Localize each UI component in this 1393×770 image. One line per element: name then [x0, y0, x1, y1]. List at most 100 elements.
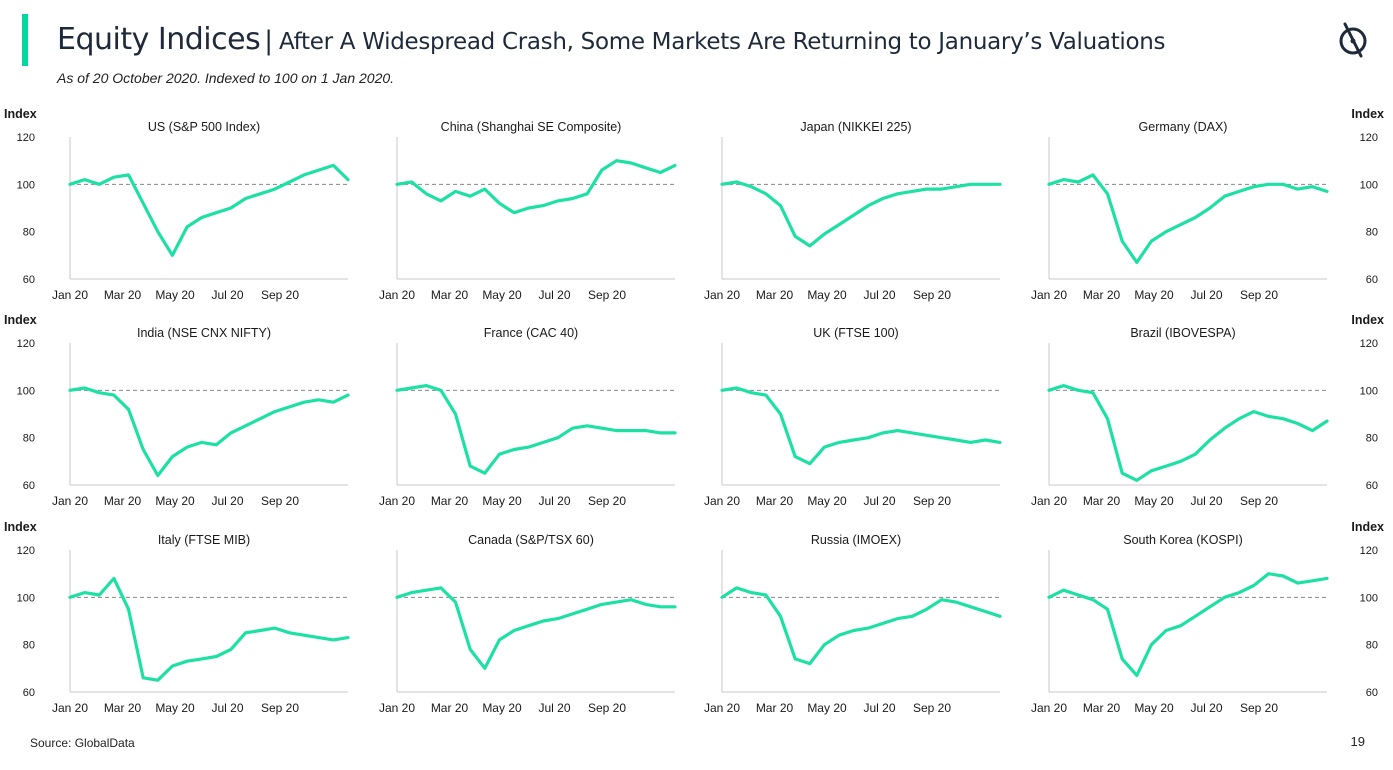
x-tick-label: Sep 20	[261, 288, 299, 302]
x-tick-label: Jul 20	[211, 288, 243, 302]
x-tick-label: May 20	[155, 701, 195, 715]
x-tick-label: Jan 20	[52, 494, 88, 508]
x-tick-label: Mar 20	[756, 494, 794, 508]
chart-panel-11: Russia (IMOEX) Jan 20 Mar 20 May 20 Jul 20 Se…	[704, 533, 1002, 715]
chart-title: US (S&P 500 Index)	[148, 120, 260, 134]
page-headline: After A Widespread Crash, Some Markets A…	[279, 29, 1166, 55]
y-axis-label: Index	[1351, 107, 1384, 121]
x-tick-label: Jan 20	[379, 494, 415, 508]
x-tick-label: Mar 20	[1083, 701, 1121, 715]
y-tick-label: 80	[23, 640, 35, 652]
series-line	[395, 384, 677, 475]
x-tick-label: Mar 20	[756, 288, 794, 302]
series-line	[395, 159, 677, 215]
x-tick-label: Jan 20	[1031, 494, 1067, 508]
x-tick-label: May 20	[807, 494, 847, 508]
x-tick-label: Jan 20	[52, 288, 88, 302]
series-line	[1047, 173, 1329, 264]
y-tick-label: 100	[1360, 592, 1378, 604]
x-tick-label: Sep 20	[913, 494, 951, 508]
x-tick-label: Sep 20	[588, 288, 626, 302]
x-tick-label: Mar 20	[1083, 288, 1121, 302]
x-tick-label: Mar 20	[431, 701, 469, 715]
y-tick-label: 60	[1366, 687, 1378, 699]
y-axis-label: Index	[1351, 520, 1384, 534]
x-tick-label: Sep 20	[1240, 288, 1278, 302]
chart-title: Germany (DAX)	[1139, 120, 1228, 134]
y-tick-label: 120	[17, 338, 35, 350]
title-accent-bar	[22, 14, 28, 66]
y-tick-label: 120	[1360, 132, 1378, 144]
x-tick-label: Jan 20	[1031, 701, 1067, 715]
y-axis-label: Index	[4, 520, 37, 534]
x-tick-label: Mar 20	[104, 494, 142, 508]
chart-title: Japan (NIKKEI 225)	[800, 120, 911, 134]
chart-panel-6: France (CAC 40) Jan 20 Mar 20 May 20 Jul 20 S…	[379, 326, 677, 508]
chart-panel-10: Canada (S&P/TSX 60) Jan 20 Mar 20 May 20 Jul…	[379, 533, 677, 715]
chart-title: France (CAC 40)	[484, 326, 578, 340]
y-tick-label: 60	[23, 480, 35, 492]
chart-panel-9: Italy (FTSE MIB) Jan 20 Mar 20 May 20 Jul 20…	[4, 520, 350, 715]
x-tick-label: Mar 20	[1083, 494, 1121, 508]
x-tick-label: Jan 20	[704, 701, 740, 715]
chart-panel-2: China (Shanghai SE Composite) Jan 20 Mar 2…	[379, 120, 677, 302]
y-tick-label: 60	[23, 687, 35, 699]
series-line	[68, 163, 350, 257]
y-tick-label: 120	[1360, 338, 1378, 350]
series-line	[720, 180, 1002, 248]
source-note: Source: GlobalData	[30, 736, 135, 750]
x-tick-label: Mar 20	[431, 288, 469, 302]
series-line	[720, 386, 1002, 466]
chart-title: Italy (FTSE MIB)	[158, 533, 250, 547]
x-tick-label: Mar 20	[756, 701, 794, 715]
x-tick-label: Sep 20	[1240, 701, 1278, 715]
x-tick-label: Sep 20	[261, 701, 299, 715]
chart-title: India (NSE CNX NIFTY)	[137, 326, 271, 340]
x-tick-label: May 20	[482, 288, 522, 302]
x-tick-label: Sep 20	[913, 701, 951, 715]
chart-title: Canada (S&P/TSX 60)	[468, 533, 594, 547]
y-tick-label: 120	[1360, 545, 1378, 557]
y-axis-label: Index	[1351, 313, 1384, 327]
y-tick-label: 100	[17, 385, 35, 397]
chart-panel-7: UK (FTSE 100) Jan 20 Mar 20 May 20 Jul 20 Sep…	[704, 326, 1002, 508]
x-tick-label: May 20	[155, 494, 195, 508]
x-tick-label: Jul 20	[863, 494, 895, 508]
y-tick-label: 80	[23, 227, 35, 239]
series-line	[720, 586, 1002, 666]
y-tick-label: 80	[1366, 640, 1378, 652]
chart-panel-5: India (NSE CNX NIFTY) Jan 20 Mar 20 May 20 J…	[4, 313, 350, 508]
chart-title: China (Shanghai SE Composite)	[441, 120, 622, 134]
x-tick-label: Jan 20	[379, 288, 415, 302]
x-tick-label: Mar 20	[104, 701, 142, 715]
x-tick-label: Sep 20	[588, 494, 626, 508]
x-tick-label: Jan 20	[704, 288, 740, 302]
series-line	[1047, 384, 1329, 482]
y-tick-label: 100	[17, 592, 35, 604]
y-axis-label: Index	[4, 313, 37, 327]
x-tick-label: May 20	[807, 701, 847, 715]
x-tick-label: Jul 20	[1190, 494, 1222, 508]
x-tick-label: May 20	[1134, 701, 1174, 715]
x-tick-label: May 20	[1134, 494, 1174, 508]
y-tick-label: 80	[23, 433, 35, 445]
x-tick-label: Jan 20	[704, 494, 740, 508]
chart-panel-12: South Korea (KOSPI) Jan 20 Mar 20 May 20 Jul…	[1031, 520, 1384, 715]
x-tick-label: Jan 20	[379, 701, 415, 715]
chart-panel-1: US (S&P 500 Index) Jan 20 Mar 20 May 20 Jul …	[4, 107, 350, 302]
y-tick-label: 60	[23, 274, 35, 286]
y-tick-label: 100	[1360, 385, 1378, 397]
y-tick-label: 120	[17, 545, 35, 557]
x-tick-label: Mar 20	[104, 288, 142, 302]
x-tick-label: May 20	[482, 494, 522, 508]
x-tick-label: Jul 20	[863, 288, 895, 302]
x-tick-label: Sep 20	[588, 701, 626, 715]
y-tick-label: 120	[17, 132, 35, 144]
x-tick-label: Jul 20	[538, 288, 570, 302]
x-tick-label: Sep 20	[1240, 494, 1278, 508]
chart-title: Brazil (IBOVESPA)	[1130, 326, 1235, 340]
x-tick-label: Jan 20	[1031, 288, 1067, 302]
y-tick-label: 60	[1366, 480, 1378, 492]
series-line	[395, 586, 677, 670]
